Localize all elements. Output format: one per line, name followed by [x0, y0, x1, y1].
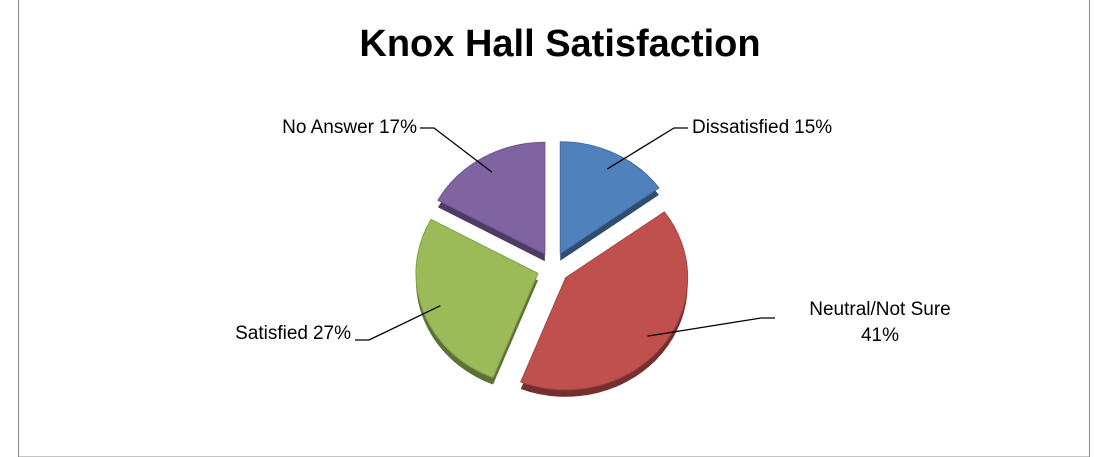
label-value: 41%: [861, 325, 899, 346]
data-label: Satisfied 27%: [235, 323, 351, 344]
pie-slice: [559, 141, 660, 255]
label-category: Dissatisfied: [692, 117, 789, 138]
chart-title: Knox Hall Satisfaction: [359, 23, 760, 65]
leader-line: [355, 305, 441, 341]
leader-line: [420, 127, 493, 173]
data-label: No Answer 17%: [282, 117, 417, 138]
label-value: 17%: [379, 117, 417, 138]
pie-slice: [520, 211, 689, 391]
label-category: Neutral/Not Sure: [809, 299, 951, 320]
label-category: No Answer: [282, 117, 375, 138]
leader-line: [607, 127, 688, 170]
leader-line: [647, 317, 775, 337]
label-value: 27%: [313, 323, 351, 344]
pie-slice: [415, 218, 539, 379]
label-value: 15%: [794, 117, 832, 138]
pie-slice: [437, 141, 546, 256]
data-label: Dissatisfied 15%: [692, 117, 832, 138]
data-label: Neutral/Not Sure 41%: [809, 299, 951, 346]
label-category: Satisfied: [235, 323, 308, 344]
